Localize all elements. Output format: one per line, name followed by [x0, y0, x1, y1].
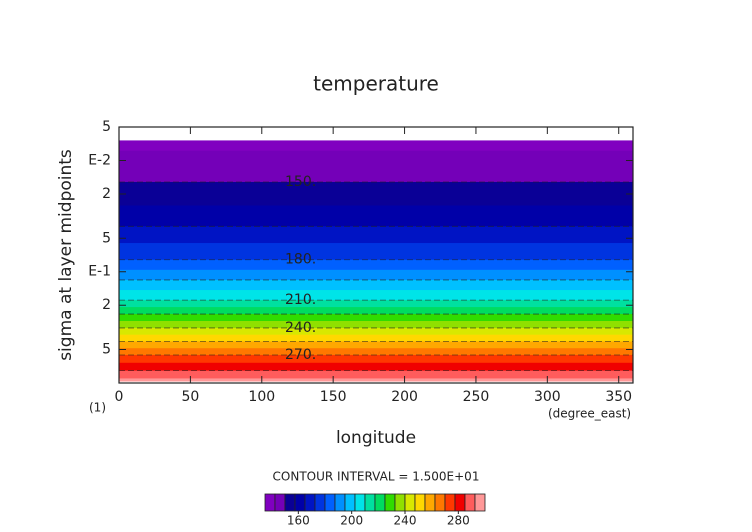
colorbar-box — [414, 493, 426, 512]
colorbar-box — [354, 493, 366, 512]
y-tick-label: E-2 — [88, 152, 111, 168]
colorbar-box — [314, 493, 326, 512]
contour-band — [119, 243, 633, 261]
colorbar-box — [404, 493, 416, 512]
colorbar-box — [454, 493, 466, 512]
y-tick-label: 5 — [102, 230, 111, 246]
contour-band — [119, 362, 633, 372]
contour-band — [119, 334, 633, 342]
x-tick-label: 100 — [248, 389, 275, 405]
contour-band — [119, 341, 633, 349]
contour-band — [119, 307, 633, 315]
contour-label: 270. — [285, 347, 316, 363]
colorbar-box — [444, 493, 456, 512]
contour-band — [119, 226, 633, 244]
colorbar-box — [394, 493, 406, 512]
colorbar-box — [324, 493, 336, 512]
colorbar-box — [344, 493, 356, 512]
contour-band — [119, 181, 633, 207]
x-axis-label: longitude — [336, 428, 416, 448]
x-tick-label: 300 — [534, 389, 561, 405]
x-tick-label: 350 — [605, 389, 632, 405]
colorbar-tick-label: 200 — [340, 514, 363, 528]
y-axis-label: sigma at layer midpoints — [56, 149, 76, 361]
contour-band — [119, 370, 633, 379]
x-tick-label: 200 — [391, 389, 418, 405]
contour-band — [119, 314, 633, 322]
colorbar-tick-label: 280 — [447, 514, 470, 528]
colorbar-box — [364, 493, 376, 512]
colorbar-box — [304, 493, 316, 512]
contour-band — [119, 150, 633, 183]
y-tick-label: 5 — [102, 119, 111, 135]
contour-band — [119, 327, 633, 336]
colorbar-box — [284, 493, 296, 512]
contour-band — [119, 259, 633, 271]
contour-band — [119, 378, 633, 382]
y-tick-label: 2 — [102, 186, 111, 202]
contour-interval: CONTOUR INTERVAL = 1.500E+01 — [273, 470, 480, 484]
colorbar-box — [464, 493, 476, 512]
colorbar-box — [264, 493, 276, 512]
colorbar-tick-label: 160 — [287, 514, 310, 528]
contour-band — [119, 290, 633, 301]
colorbar-box — [334, 493, 346, 512]
contour-band — [119, 140, 633, 152]
contour-band — [119, 269, 633, 281]
colorbar-tick-label: 240 — [394, 514, 417, 528]
contour-band — [119, 205, 633, 227]
y-tick-label: E-1 — [88, 264, 111, 280]
y-units: (1) — [89, 401, 106, 415]
x-tick-label: 150 — [320, 389, 347, 405]
colorbar-box — [274, 493, 286, 512]
colorbar-box — [294, 493, 306, 512]
contour-band — [119, 320, 633, 329]
x-tick-label: 250 — [463, 389, 490, 405]
contour-label: 210. — [285, 292, 316, 308]
plot-frame — [118, 126, 634, 384]
contour-label: 240. — [285, 320, 316, 336]
y-tick-label: 5 — [102, 342, 111, 358]
colorbar-box — [374, 493, 386, 512]
contour-band — [119, 279, 633, 291]
contour-label: 180. — [285, 252, 316, 268]
chart-title: temperature — [313, 72, 439, 96]
contour-band — [119, 348, 633, 356]
contour-band — [119, 354, 633, 364]
x-units: (degree_east) — [548, 407, 631, 421]
colorbar-box — [474, 493, 486, 512]
colorbar-box — [424, 493, 436, 512]
x-tick-label: 50 — [181, 389, 199, 405]
y-tick-label: 2 — [102, 297, 111, 313]
contour-label: 150. — [285, 174, 316, 190]
colorbar-box — [384, 493, 396, 512]
colorbar-box — [434, 493, 446, 512]
x-tick-label: 0 — [115, 389, 124, 405]
contour-band — [119, 300, 633, 308]
